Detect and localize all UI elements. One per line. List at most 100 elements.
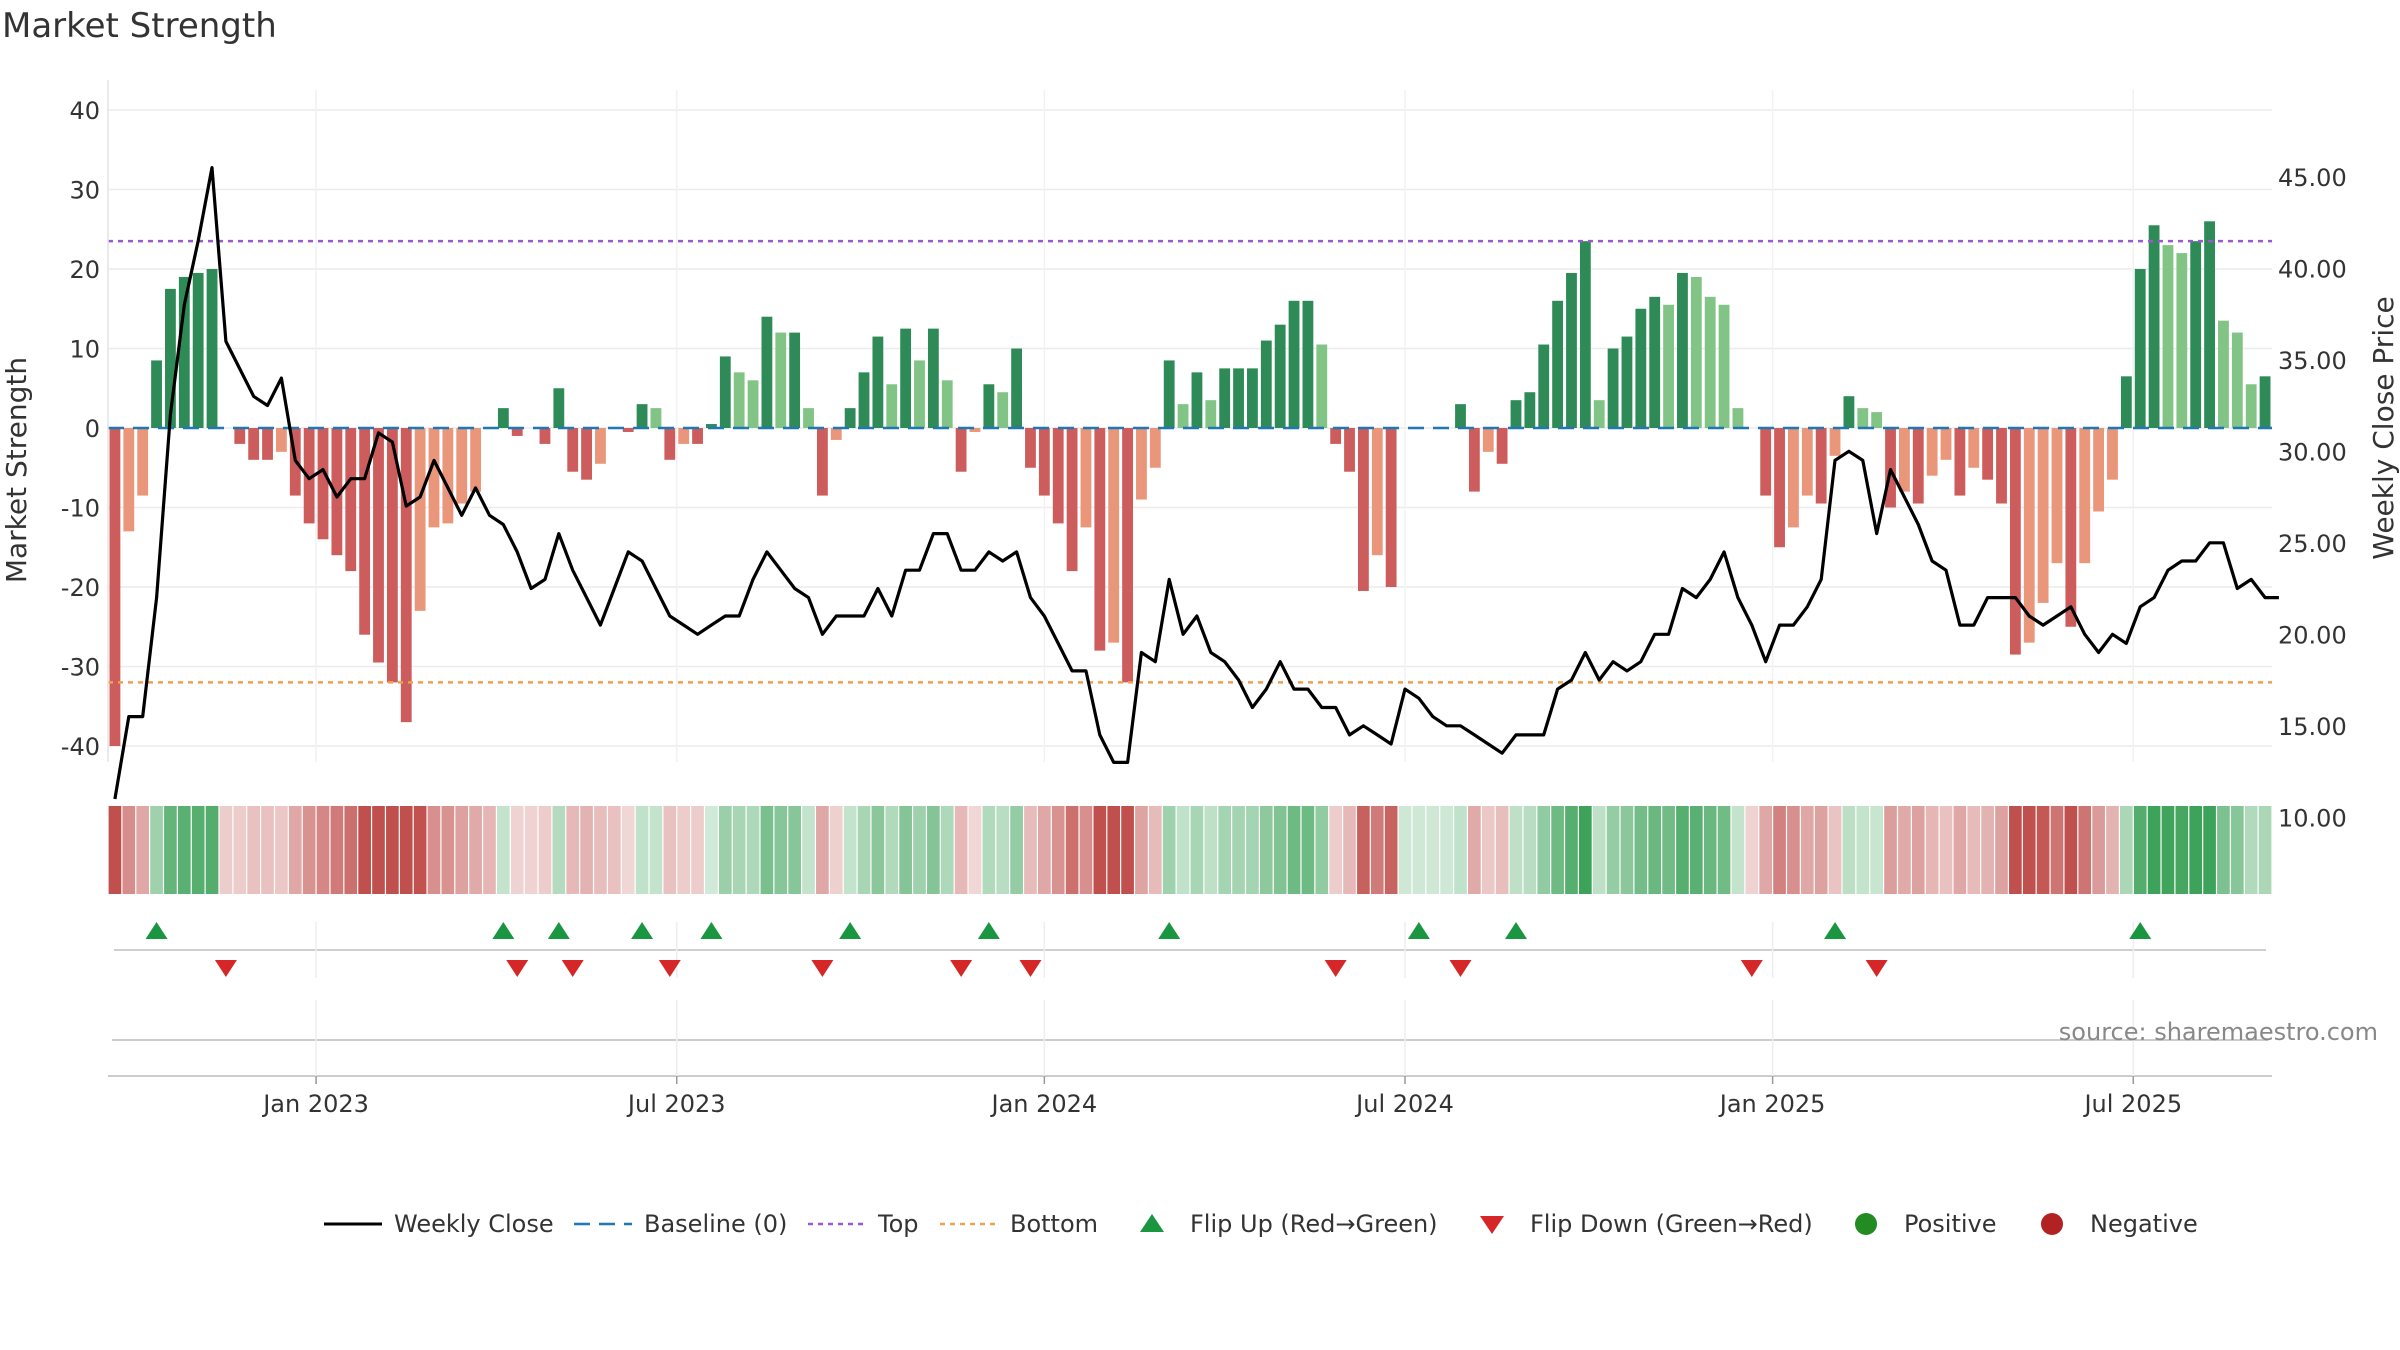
positive-bar [1677, 272, 1688, 428]
heat-cell [607, 806, 621, 894]
positive-bar [803, 408, 814, 428]
heat-cell [1038, 806, 1051, 894]
heat-cell [746, 806, 760, 894]
chart-title: Market Strength [2, 6, 277, 46]
flip-down-marker [1449, 960, 1472, 977]
positive-bar [1579, 241, 1591, 428]
negative-bar [275, 428, 287, 452]
heat-cell [2050, 806, 2064, 894]
heat-cell [1717, 806, 1731, 894]
x-axis: Jan 2023 Jul 2023 Jan 2024 Jul 2024 Jan 2025… [108, 1000, 2272, 1118]
positive-bar [1593, 400, 1605, 428]
heat-cell [372, 806, 385, 894]
negative-bar [1788, 428, 1799, 528]
legend-flip-down-icon [1480, 1216, 1504, 1234]
positive-bar [1288, 300, 1300, 428]
heat-cell [1065, 806, 1079, 894]
heat-cell [1176, 806, 1190, 894]
heat-cell [1953, 806, 1967, 894]
positive-bar [2148, 225, 2160, 428]
positive-bar [636, 404, 648, 428]
positive-bar [2259, 376, 2271, 428]
positive-bar [1524, 392, 1536, 428]
positive-bar [1163, 360, 1175, 428]
right-tick-label: 25.00 [2278, 530, 2347, 558]
negative-bar [581, 428, 592, 480]
heat-cell [1898, 806, 1911, 894]
legend-negative-dot [2041, 1213, 2063, 1235]
heat-cell [1856, 806, 1870, 894]
right-axis-title: Weekly Close Price [2367, 296, 2400, 559]
negative-bar [692, 428, 703, 444]
positive-bar [497, 408, 509, 428]
heat-cell [1967, 806, 1981, 894]
positive-bar [1607, 348, 1619, 428]
heat-cell [1939, 806, 1953, 894]
heat-cell [760, 806, 774, 894]
negative-bar [539, 428, 551, 444]
positive-bar [941, 380, 953, 428]
negative-bar [1926, 428, 1938, 476]
price-layer [113, 166, 2279, 800]
heat-cell [1204, 806, 1218, 894]
heat-cell [1107, 806, 1121, 894]
flip-up-marker [700, 922, 723, 939]
negative-bar [1996, 428, 2007, 504]
negative-bar [317, 428, 329, 540]
legend-label: Negative [2090, 1210, 2198, 1238]
heat-cell [344, 806, 358, 894]
positive-bar [1871, 412, 1883, 428]
legend-item-baseline: Baseline (0) [574, 1210, 787, 1238]
heat-cell [705, 806, 718, 894]
negative-bar [262, 428, 273, 460]
negative-bar [1080, 428, 1092, 528]
heat-cell [1468, 806, 1481, 894]
heat-cell [1440, 806, 1453, 894]
left-tick-label: -40 [61, 733, 100, 761]
heat-cell [469, 806, 482, 894]
heat-cell [580, 806, 593, 894]
heat-cell [2133, 806, 2147, 894]
heat-cell [288, 806, 302, 894]
heat-cell [1398, 806, 1412, 894]
right-tick-label: 35.00 [2278, 347, 2347, 375]
heat-cell [732, 806, 746, 894]
positive-bar [206, 269, 218, 428]
left-tick-label: 40 [69, 97, 100, 125]
heat-cell [1024, 806, 1037, 894]
heat-cell [954, 806, 968, 894]
positive-bar [733, 372, 745, 428]
heat-cell [691, 806, 704, 894]
positive-bar [789, 332, 801, 428]
heat-cell [2078, 806, 2092, 894]
heat-cell [441, 806, 455, 894]
negative-bar [1912, 428, 1924, 504]
positive-bar [983, 384, 995, 428]
heat-cell [1162, 806, 1176, 894]
negative-bar [2093, 428, 2105, 512]
positive-bar [1718, 304, 1730, 428]
positive-bar [650, 408, 662, 428]
heat-strip [108, 806, 2272, 894]
positive-bar [1191, 372, 1203, 428]
reference-lines [108, 239, 2272, 684]
positive-bar [761, 316, 773, 428]
negative-bar [442, 428, 454, 524]
heat-cell [261, 806, 274, 894]
heat-cell [2092, 806, 2105, 894]
heat-cell [1357, 806, 1370, 894]
positive-bar [1857, 408, 1869, 428]
heat-cell [621, 806, 635, 894]
positive-bar [1510, 400, 1522, 428]
heat-cell [663, 806, 677, 894]
flip-down-marker [1324, 960, 1347, 977]
left-tick-label: 30 [69, 177, 100, 205]
negative-bar [664, 428, 676, 460]
positive-bar [1649, 296, 1661, 428]
negative-bar [2023, 428, 2035, 643]
negative-bar [1815, 428, 1827, 504]
negative-bar [1898, 428, 1910, 492]
heat-cell [2258, 806, 2272, 894]
axes-layer: 40 30 20 10 0 -10 -20 -30 -40 45.00 40.00 35.00 30.0… [61, 80, 2347, 832]
strength-bars [109, 221, 2271, 746]
